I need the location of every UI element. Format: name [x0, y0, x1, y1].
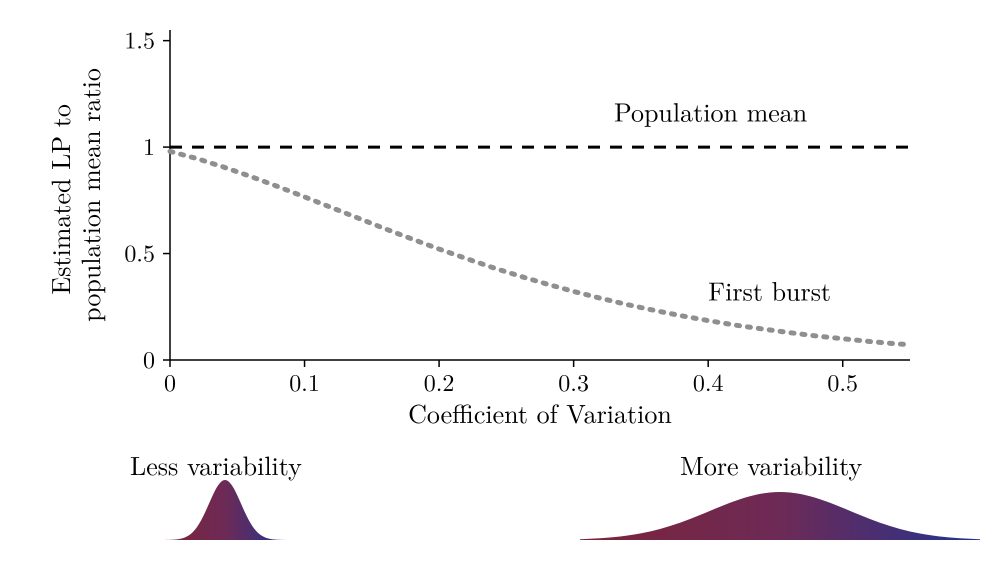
x-ticks: 0 0.1 0.2 0.3 0.4 0.5	[164, 360, 858, 398]
x-tick-label: 0.1	[289, 364, 320, 398]
x-tick-label: 0.4	[693, 364, 724, 398]
caption-more-variability: More variability	[680, 446, 862, 483]
x-tick-label: 0	[164, 364, 176, 398]
distribution-more-variability: More variability	[580, 446, 980, 540]
x-tick-label: 0.5	[827, 364, 858, 398]
chart: 0 0.1 0.2 0.3 0.4 0.5 0 0.5 1 1.5 Coefficient of…	[41, 22, 910, 431]
y-tick-label: 0	[143, 341, 155, 375]
y-tick-label: 1	[143, 128, 155, 162]
y-axis-label: Estimated LP to population mean ratio	[41, 68, 108, 322]
label-population-mean: Population mean	[614, 93, 807, 130]
caption-less-variability: Less variability	[130, 446, 302, 483]
figure-root: 0 0.1 0.2 0.3 0.4 0.5 0 0.5 1 1.5 Coefficient of…	[0, 0, 990, 570]
gaussian-icon	[165, 480, 285, 540]
gaussian-icon	[580, 492, 980, 540]
series-first-burst	[170, 151, 910, 344]
y-tick-label: 0.5	[124, 235, 155, 269]
x-tick-label: 0.3	[558, 364, 589, 398]
y-tick-label: 1.5	[124, 22, 155, 56]
distribution-less-variability: Less variability	[130, 446, 302, 540]
y-ticks: 0 0.5 1 1.5	[124, 22, 170, 375]
label-first-burst: First burst	[708, 271, 831, 308]
x-tick-label: 0.2	[424, 364, 455, 398]
x-axis-label: Coefficient of Variation	[408, 394, 672, 431]
